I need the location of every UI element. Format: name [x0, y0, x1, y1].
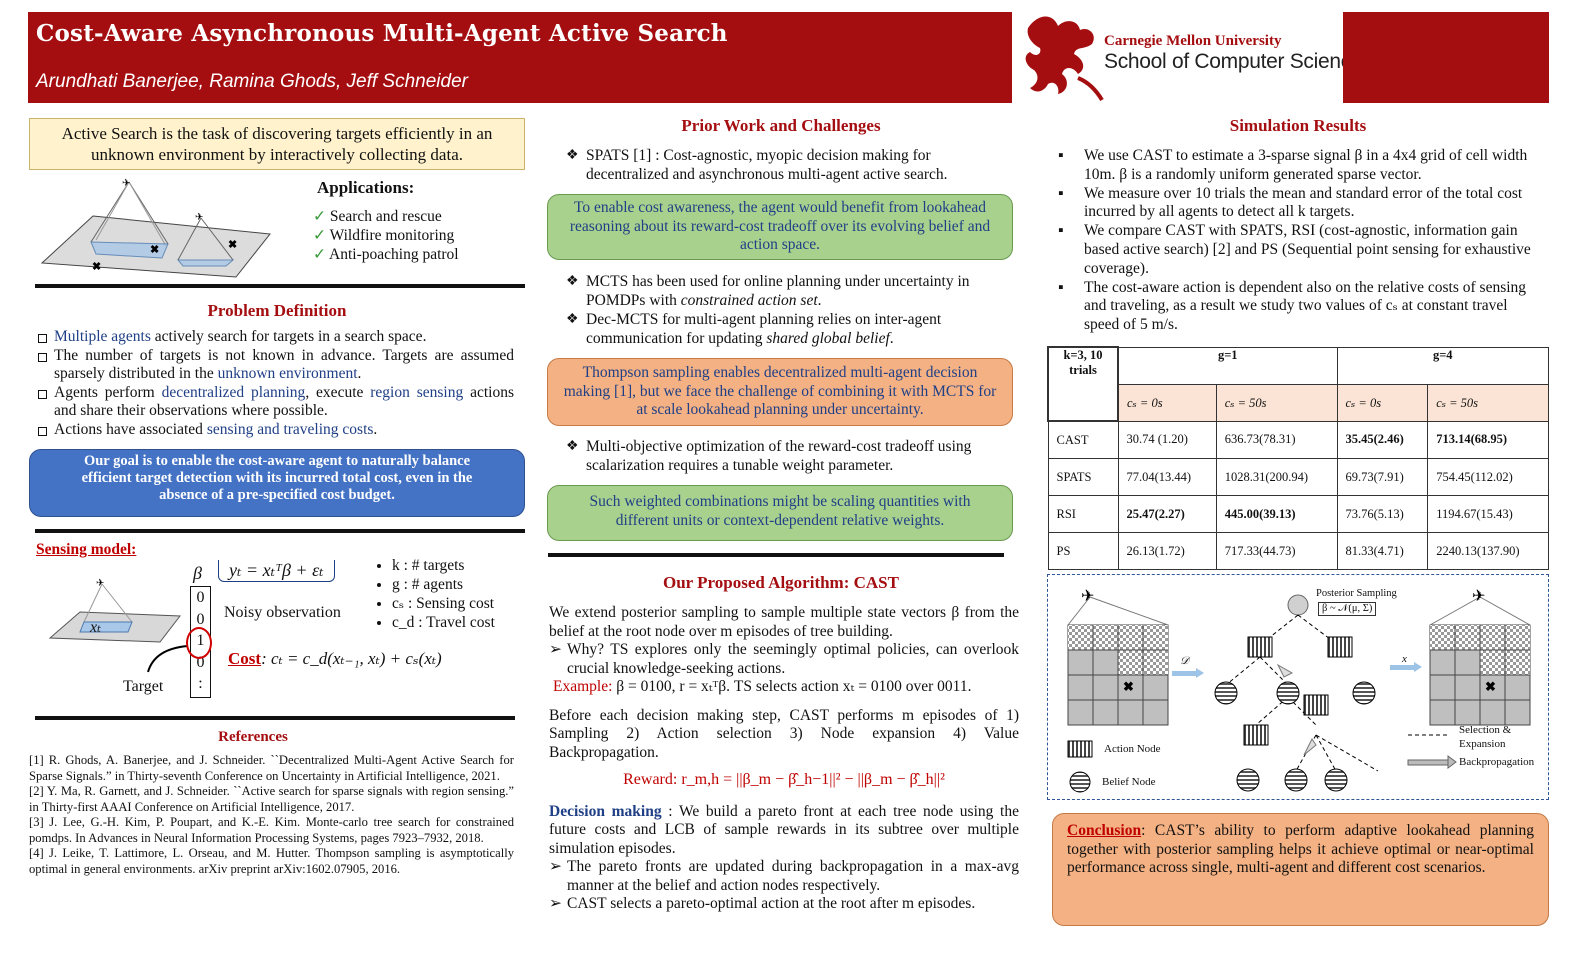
xt-label: xₜ [90, 619, 102, 636]
table-header: g=4 [1336, 346, 1549, 385]
green-callout: Such weighted combinations might be scal… [547, 485, 1013, 541]
diamond-bullet-icon: ❖ [566, 148, 579, 163]
beta-label: β [193, 563, 202, 583]
svg-text:✈: ✈ [1472, 588, 1485, 605]
divider [35, 529, 525, 533]
table-corner: k=3, 10 trials [1047, 346, 1119, 422]
observation-equation: yₜ = xₜᵀβ + εₜ [218, 560, 335, 582]
school-name: School of Computer Science [1104, 50, 1363, 73]
reference-item: [4] J. Leike, T. Lattimore, L. Orseau, a… [29, 846, 514, 876]
logo-banner [1343, 12, 1549, 103]
simulation-item: ▪ We measure over 10 trials the mean and … [1058, 184, 1523, 221]
diamond-bullet-icon: ❖ [566, 274, 579, 289]
diamond-bullet-icon: ❖ [566, 439, 579, 454]
poster-title: Cost-Aware Asynchronous Multi-Agent Acti… [36, 20, 728, 47]
check-icon: ✓ [313, 246, 326, 263]
action-label: x [1402, 653, 1407, 665]
orange-callout: Thompson sampling enables decentralized … [547, 358, 1013, 426]
table-row: PS 26.13(1.72) 717.33(44.73) 81.33(4.71) 224… [1047, 532, 1549, 570]
table-row: RSI 25.47(2.27) 445.00(39.13) 73.76(5.13) 11… [1047, 495, 1549, 533]
university-name: Carnegie Mellon University [1104, 33, 1282, 49]
highlight-circle [186, 627, 212, 659]
problem-item: Multiple agents actively search for targ… [36, 328, 514, 347]
conclusion-box: Conclusion: CAST’s ability to perform ad… [1052, 813, 1549, 926]
dragon-logo-icon [1025, 16, 1104, 102]
tree-search-diagram: ✈ ✖ ✈ ✖ [1067, 588, 1531, 793]
prior-item: ❖ MCTS has been used for online planning … [566, 273, 970, 309]
drone-search-illustration: ✈ ✈ ✖ ✖ ✖ [40, 178, 271, 278]
table-row: SPATS 77.04(13.44) 1028.31(200.94) 69.73(7.… [1047, 458, 1549, 496]
applications-list: ✓ Search and rescue ✓ Wildfire monitorin… [313, 207, 459, 264]
svg-text:✈: ✈ [195, 212, 203, 223]
application-item: ✓ Anti-poaching patrol [313, 246, 459, 263]
table-row: CAST 30.74 (1.20) 636.73(78.31) 35.45(2.46)… [1047, 420, 1549, 459]
check-icon: ✓ [313, 208, 326, 225]
posterior-sampling-label: Posterior Sampling [1316, 588, 1397, 599]
arrow-bullet-icon: ➢ [549, 858, 562, 875]
problem-list: Multiple agents actively search for targ… [36, 328, 514, 439]
algorithm-diagram [1047, 574, 1549, 800]
arrow-bullet-icon: ➢ [549, 895, 562, 912]
target-label: Target [123, 678, 164, 695]
belief-node-legend: Belief Node [1102, 776, 1156, 788]
simulation-title: Simulation Results [1229, 116, 1367, 135]
svg-text:✖: ✖ [1485, 679, 1496, 694]
reference-item: [1] R. Ghods, A. Banerjee, and J. Schnei… [29, 753, 514, 783]
table-header: g=1 [1117, 346, 1338, 385]
diamond-bullet-icon: ❖ [566, 312, 579, 327]
sensing-model-title: Sensing model: [36, 541, 137, 558]
applications-title: Applications: [317, 178, 415, 197]
references-title: References [218, 729, 288, 745]
svg-text:✈: ✈ [96, 578, 104, 589]
divider [35, 716, 515, 720]
svg-text:✖: ✖ [150, 244, 159, 256]
simulation-item: ▪ We use CAST to estimate a 3-sparse sign… [1058, 147, 1528, 183]
arrow-bullet-icon: ➢ [549, 641, 562, 658]
green-callout: To enable cost awareness, the agent woul… [547, 194, 1013, 260]
problem-item: Agents perform decentralized planning, e… [36, 384, 514, 421]
divider [35, 284, 525, 288]
simulation-item: ▪ The cost-aware action is dependent also… [1058, 278, 1527, 334]
svg-text:✈: ✈ [122, 178, 130, 189]
svg-text:✖: ✖ [228, 239, 237, 251]
selection-legend: Selection & Expansion [1459, 724, 1512, 750]
application-item: ✓ Search and rescue [313, 208, 442, 225]
goal-box: Our goal is to enable the cost-aware age… [29, 449, 525, 517]
intro-box: Active Search is the task of discovering… [29, 118, 525, 170]
simulation-list: ▪ We use CAST to estimate a 3-sparse sign… [1058, 147, 1538, 335]
svg-text:✈: ✈ [1081, 588, 1094, 605]
data-label: 𝒟 [1180, 655, 1189, 667]
divider [548, 553, 1004, 557]
prior-item: ❖ Multi-objective optimization of the rew… [566, 438, 972, 474]
prior-work-title: Prior Work and Challenges [681, 116, 881, 135]
noisy-observation-label: Noisy observation [224, 604, 341, 621]
application-item: ✓ Wildfire monitoring [313, 227, 455, 244]
problem-item: The number of targets is not known in ad… [36, 347, 514, 384]
action-node-legend: Action Node [1104, 743, 1161, 755]
algorithm-text: We extend posterior sampling to sample m… [549, 604, 1019, 912]
reference-item: [2] Y. Ma, R. Garnett, and J. Schneider.… [29, 784, 514, 814]
algorithm-title: Our Proposed Algorithm: CAST [663, 573, 899, 592]
title-banner [28, 12, 1012, 103]
problem-title: Problem Definition [207, 301, 347, 320]
references-list: [1] R. Ghods, A. Banerjee, and J. Schnei… [29, 753, 514, 877]
problem-item: Actions have associated sensing and trav… [36, 421, 514, 440]
prior-item: ❖ SPATS [1] : Cost-agnostic, myopic decis… [566, 147, 948, 183]
check-icon: ✓ [313, 227, 326, 244]
simulation-item: ▪ We compare CAST with SPATS, RSI (cost-a… [1058, 222, 1531, 277]
sensing-params: k : # targetsg : # agentscₛ : Sensing co… [376, 556, 495, 632]
sensing-illustration: ✈ [48, 578, 189, 673]
svg-text:✖: ✖ [92, 261, 101, 273]
prior-item: ❖ Dec-MCTS for multi-agent planning relie… [566, 311, 942, 347]
backprop-legend: Backpropagation [1459, 756, 1535, 768]
cost-equation: Cost: cₜ = c_d(xₜ₋₁, xₜ) + cₛ(xₜ) [228, 649, 442, 668]
results-table: k=3, 10 trials g=1 g=4 cₛ = 0s cₛ = 50s c… [1047, 346, 1549, 570]
poster-authors: Arundhati Banerjee, Ramina Ghods, Jeff S… [36, 71, 468, 92]
svg-text:✖: ✖ [1123, 679, 1134, 694]
reference-item: [3] J. Lee, G.-H. Kim, P. Poupart, and K… [29, 815, 514, 845]
posterior-equation: β ~ 𝒩(μ, Σ) [1318, 602, 1377, 616]
